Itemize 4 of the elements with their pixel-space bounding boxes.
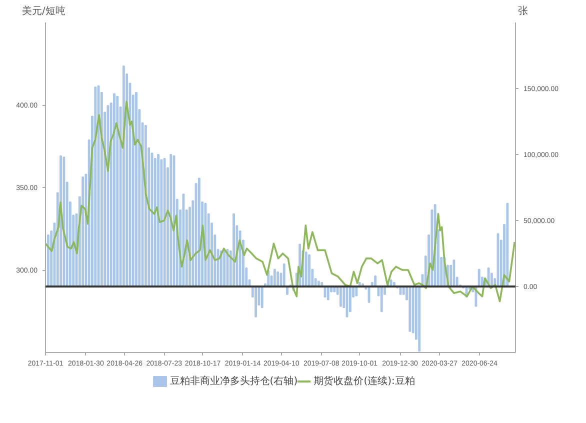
- ylabel: 美元/短吨: [22, 5, 66, 19]
- y2label: 张: [518, 5, 528, 19]
- legend-label: 豆粕非商业净多头持仓(右轴): [170, 375, 298, 387]
- legend-label: 期货收盘价(连续):豆粕: [314, 375, 415, 387]
